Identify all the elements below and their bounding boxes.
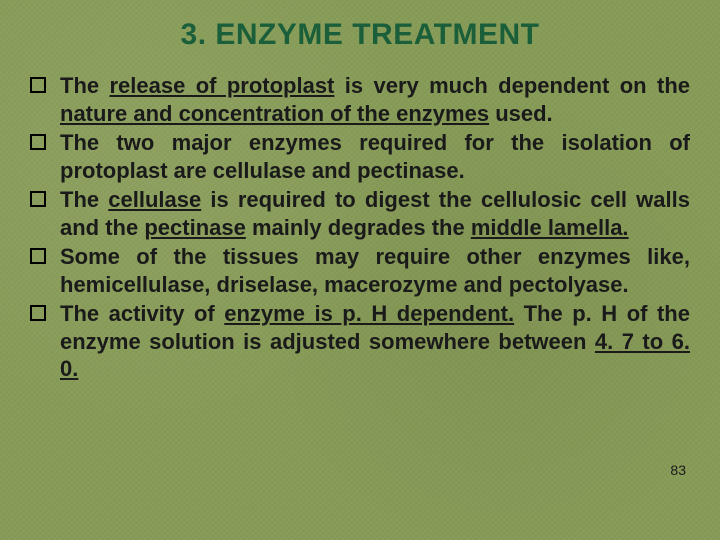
- text-segment: The: [60, 187, 108, 212]
- bullet-text: The release of protoplast is very much d…: [60, 72, 690, 127]
- text-segment: used.: [489, 101, 553, 126]
- square-bullet-icon: [30, 134, 46, 150]
- square-bullet-icon: [30, 305, 46, 321]
- text-segment: The activity of: [60, 301, 224, 326]
- bullet-text: The activity of enzyme is p. H dependent…: [60, 300, 690, 383]
- page-number: 83: [670, 462, 686, 478]
- square-bullet-icon: [30, 77, 46, 93]
- text-segment: Some of the tissues may require other en…: [60, 244, 690, 297]
- text-segment: The: [60, 73, 109, 98]
- bullet-item: The release of protoplast is very much d…: [30, 72, 690, 127]
- bullet-text: The two major enzymes required for the i…: [60, 129, 690, 184]
- bullet-text: Some of the tissues may require other en…: [60, 243, 690, 298]
- bullet-list: The release of protoplast is very much d…: [30, 72, 690, 383]
- underlined-text: middle lamella.: [471, 215, 629, 240]
- underlined-text: cellulase: [108, 187, 201, 212]
- text-segment: The two major enzymes required for the i…: [60, 130, 690, 183]
- square-bullet-icon: [30, 248, 46, 264]
- underlined-text: enzyme is p. H dependent.: [224, 301, 514, 326]
- underlined-text: pectinase: [144, 215, 246, 240]
- bullet-item: The cellulase is required to digest the …: [30, 186, 690, 241]
- underlined-text: nature and concentration of the enzymes: [60, 101, 489, 126]
- bullet-item: The two major enzymes required for the i…: [30, 129, 690, 184]
- underlined-text: release of protoplast: [109, 73, 334, 98]
- square-bullet-icon: [30, 191, 46, 207]
- slide-container: 3. ENZYME TREATMENT The release of proto…: [0, 0, 720, 540]
- text-segment: mainly degrades the: [246, 215, 471, 240]
- text-segment: is very much dependent on the: [334, 73, 690, 98]
- bullet-text: The cellulase is required to digest the …: [60, 186, 690, 241]
- bullet-item: The activity of enzyme is p. H dependent…: [30, 300, 690, 383]
- bullet-item: Some of the tissues may require other en…: [30, 243, 690, 298]
- slide-title: 3. ENZYME TREATMENT: [30, 18, 690, 52]
